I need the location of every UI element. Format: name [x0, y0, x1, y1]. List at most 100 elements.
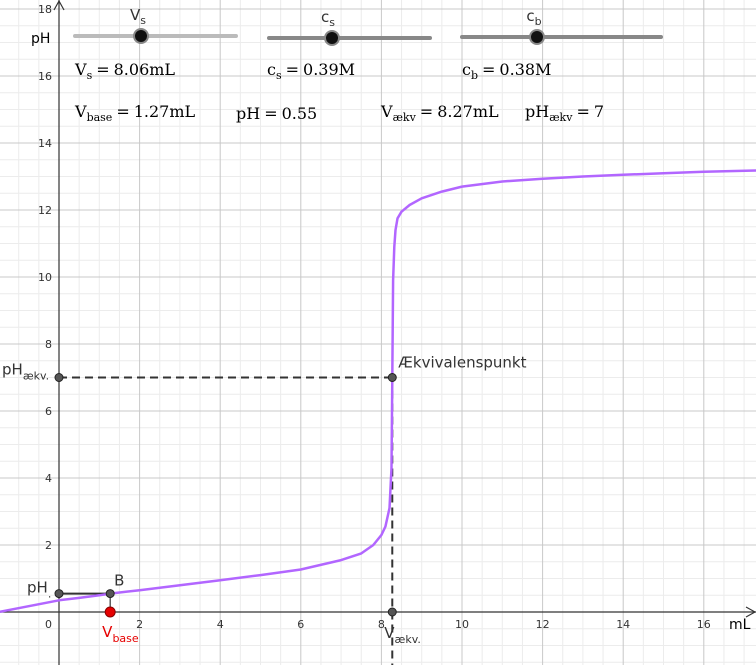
y-tick-label: 2 — [45, 539, 52, 552]
readout-cs-eq: = — [285, 60, 300, 79]
readout-vaekv-name: V — [381, 102, 393, 121]
slider-cb-label-sub: b — [534, 15, 542, 28]
slider-cb-label-name: c — [526, 7, 535, 25]
slider-cs-label-name: c — [321, 8, 330, 26]
label-ph-aekv-main: pH — [2, 361, 23, 379]
y-tick-label: 18 — [38, 3, 52, 16]
readout-vbase-sub: base — [86, 111, 113, 125]
point-equivalence[interactable] — [387, 373, 397, 382]
slider-vs-label-name: V — [130, 6, 141, 24]
label-b-main: B — [114, 572, 124, 590]
label-ph-start-sub: . — [48, 588, 52, 601]
readout-cb-name: c — [462, 60, 471, 79]
y-tick-label: 10 — [38, 271, 52, 284]
slider-cs-track[interactable] — [267, 36, 432, 40]
slider-vs-track[interactable] — [73, 34, 238, 38]
y-tick-label: 6 — [45, 405, 52, 418]
guide-lines — [59, 376, 394, 665]
slider-vs-label-sub: s — [140, 14, 146, 27]
readout-vbase-eq: = — [116, 102, 130, 121]
x-tick-label: 4 — [217, 618, 224, 631]
readout-ph-name: pH — [236, 104, 261, 123]
slider-cs-label-sub: s — [329, 16, 335, 29]
slider-cb-knob[interactable] — [529, 29, 545, 45]
point-v-base[interactable] — [104, 606, 116, 618]
readout-cb-eq: = — [482, 60, 496, 79]
label-v-base-main: V — [102, 623, 113, 641]
y-axis-label: pH — [31, 31, 50, 47]
slider-vs-knob[interactable] — [133, 28, 149, 44]
label-equivalence: Ækvivalenspunkt — [398, 354, 526, 372]
point-ph-aekv[interactable] — [54, 373, 64, 382]
readout-vbase-name: V — [75, 102, 87, 121]
readout-vaekv-eq: = — [419, 102, 434, 121]
readout-cb-value: 0.38M — [499, 60, 552, 79]
readout-cs: cs = 0.39M — [267, 60, 355, 82]
label-ph-aekv: pHækv. — [2, 361, 49, 383]
x-tick-label: 10 — [455, 618, 469, 631]
readout-ph: pH = 0.55 — [236, 104, 317, 123]
x-tick-label: 12 — [536, 618, 550, 631]
readout-vs-name: V — [75, 60, 87, 79]
label-v-aekv: Vækv. — [384, 624, 421, 646]
y-axis-arrow — [53, 0, 65, 11]
readout-vs-value: 8.06mL — [113, 60, 176, 79]
x-tick-label: 6 — [297, 618, 304, 631]
x-tick-label: 14 — [616, 618, 630, 631]
slider-cs-label: cs — [321, 8, 335, 29]
x-tick-label: 8 — [378, 618, 385, 631]
readout-cs-value: 0.39M — [303, 60, 356, 79]
slider-cb-label: cb — [526, 7, 541, 28]
readout-vaekv: Vækv = 8.27mL — [381, 102, 499, 124]
readout-vaekv-value: 8.27mL — [437, 102, 499, 121]
label-ph-aekv-sub: ækv. — [23, 370, 49, 383]
slider-cs-knob[interactable] — [324, 30, 340, 46]
x-axis-label: mL — [729, 617, 751, 633]
readout-vs-eq: = — [96, 60, 110, 79]
readout-cb-sub: b — [470, 69, 479, 83]
readout-vbase-value: 1.27mL — [133, 102, 196, 121]
label-v-aekv-main: V — [384, 624, 395, 642]
titration-curve[interactable] — [0, 169, 756, 614]
y-tick-label: 16 — [38, 70, 52, 83]
slider-vs-label: Vs — [130, 6, 146, 27]
label-v-base-sub: base — [112, 632, 138, 645]
x-axis-arrow — [745, 606, 756, 618]
readout-phaekv-value: 7 — [593, 102, 605, 121]
y-tick-label: 12 — [38, 204, 52, 217]
label-ph-start-main: pH — [27, 579, 48, 597]
readout-cs-sub: s — [275, 69, 282, 83]
label-ph-start: pH. — [27, 579, 51, 601]
readout-vs: Vs = 8.06mL — [75, 60, 175, 82]
readout-ph-eq: = — [264, 104, 278, 123]
titration-curve-layer — [0, 169, 756, 614]
label-equivalence-main: Ækvivalenspunkt — [398, 354, 526, 372]
label-v-base: Vbase — [102, 623, 139, 645]
x-tick-label: 2 — [136, 618, 143, 631]
point-b[interactable] — [105, 589, 115, 599]
tick-label-origin: 0 — [45, 618, 52, 631]
tick-labels: mL pH 0 2 4 6 8 10 12 14 16 2 4 6 8 10 12 14 16 18 — [31, 3, 751, 633]
x-tick-label: 16 — [697, 618, 711, 631]
y-tick-label: 14 — [38, 137, 52, 150]
slider-cb-track[interactable] — [460, 35, 663, 39]
y-tick-label: 4 — [45, 472, 52, 485]
point-v-aekv[interactable] — [387, 607, 397, 617]
readout-ph-value: 0.55 — [281, 104, 318, 123]
readout-vaekv-sub: ækv — [392, 111, 416, 125]
readout-phaekv: pHækv = 7 — [525, 102, 604, 124]
label-v-aekv-sub: ækv. — [395, 633, 421, 646]
readout-cs-name: c — [267, 60, 276, 79]
readout-phaekv-name: pH — [525, 102, 550, 121]
point-ph-start[interactable] — [54, 589, 64, 599]
readout-vbase: Vbase = 1.27mL — [75, 102, 195, 124]
readout-phaekv-sub: ækv — [549, 111, 573, 125]
readout-vs-sub: s — [86, 69, 93, 83]
readout-phaekv-eq: = — [576, 102, 590, 121]
readout-cb: cb = 0.38M — [462, 60, 551, 82]
